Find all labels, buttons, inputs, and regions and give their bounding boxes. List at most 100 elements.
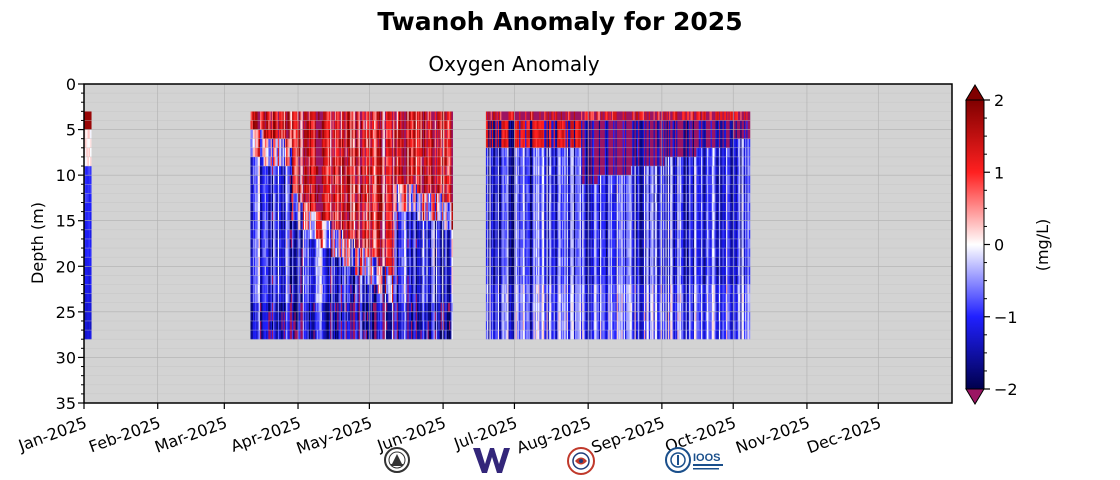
heatmap-cell [414, 138, 417, 149]
heatmap-cell [357, 229, 360, 240]
heatmap-cell [503, 175, 506, 185]
heatmap-cell [308, 311, 311, 322]
heatmap-cell [416, 156, 419, 167]
heatmap-cell [381, 229, 383, 240]
heatmap-cell [312, 330, 314, 340]
heatmap-cell [349, 257, 351, 267]
heatmap-cell [282, 330, 285, 340]
heatmap-cell [504, 129, 507, 140]
heatmap-cell [378, 311, 381, 322]
heatmap-cell [301, 120, 304, 130]
heatmap-cell [409, 111, 412, 121]
heatmap-cell [299, 129, 301, 140]
heatmap-cell [508, 166, 511, 176]
heatmap-cell [451, 193, 453, 203]
heatmap-cell [351, 175, 354, 185]
heatmap-cell [402, 166, 405, 176]
heatmap-cell [440, 266, 443, 276]
heatmap-cell [375, 156, 377, 167]
heatmap-cell [353, 166, 356, 176]
heatmap-cell [399, 257, 401, 267]
heatmap-cell [491, 175, 494, 185]
heatmap-cell [432, 238, 434, 249]
heatmap-cell [444, 293, 446, 304]
heatmap-cell [342, 257, 344, 267]
heatmap-cell [498, 147, 501, 158]
heatmap-cell [85, 129, 87, 140]
heatmap-cell [377, 120, 380, 130]
heatmap-cell [420, 138, 423, 149]
heatmap-cell [507, 120, 509, 130]
heatmap-cell [425, 293, 427, 304]
heatmap-cell [89, 120, 92, 130]
heatmap-cell [342, 302, 344, 313]
heatmap-cell [412, 220, 414, 231]
heatmap-cell [416, 111, 419, 121]
heatmap-cell [84, 238, 86, 249]
heatmap-cell [321, 111, 324, 121]
heatmap-cell [431, 257, 433, 267]
heatmap-cell [268, 166, 270, 176]
heatmap-cell [262, 248, 264, 258]
heatmap-cell [255, 320, 257, 331]
heatmap-cell [362, 293, 364, 304]
heatmap-cell [308, 248, 311, 258]
heatmap-cell [428, 257, 431, 267]
heatmap-cell [364, 275, 367, 285]
heatmap-cell [384, 156, 387, 167]
heatmap-cell [318, 129, 320, 140]
heatmap-cell [296, 248, 299, 258]
heatmap-cell [276, 111, 279, 121]
heatmap-cell [338, 320, 341, 331]
heatmap-cell [327, 293, 330, 304]
heatmap-cell [262, 184, 264, 194]
heatmap-cell [287, 320, 289, 331]
heatmap-cell [365, 129, 368, 140]
heatmap-cell [326, 284, 329, 295]
heatmap-cell [506, 193, 508, 203]
heatmap-cell [345, 211, 348, 222]
heatmap-cell [87, 211, 90, 222]
heatmap-cell [265, 238, 268, 249]
heatmap-cell [87, 193, 90, 203]
heatmap-cell [400, 202, 402, 212]
heatmap-cell [368, 166, 370, 176]
heatmap-cell [350, 293, 352, 304]
heatmap-cell [447, 156, 450, 167]
heatmap-cell [319, 156, 322, 167]
heatmap-cell [300, 220, 302, 231]
heatmap-cell [287, 120, 289, 130]
heatmap-cell [289, 166, 292, 176]
heatmap-cell [440, 120, 443, 130]
heatmap-cell [496, 275, 499, 285]
heatmap-cell [422, 166, 425, 176]
heatmap-cell [289, 330, 292, 340]
heatmap-cell [508, 211, 511, 222]
heatmap-cell [346, 229, 349, 240]
heatmap-cell [383, 111, 386, 121]
heatmap-cell [446, 166, 449, 176]
heatmap-cell [351, 129, 354, 140]
heatmap-cell [428, 175, 431, 185]
heatmap-cell [402, 257, 405, 267]
heatmap-cell [449, 138, 451, 149]
heatmap-cell [439, 175, 442, 185]
heatmap-cell [290, 248, 293, 258]
heatmap-cell [497, 275, 500, 285]
heatmap-cell [267, 202, 269, 212]
heatmap-cell [371, 238, 374, 249]
heatmap-cell [328, 111, 331, 121]
heatmap-cell [415, 166, 418, 176]
heatmap-cell [336, 238, 338, 249]
heatmap-cell [433, 120, 436, 130]
heatmap-cell [293, 129, 295, 140]
heatmap-cell [402, 147, 405, 158]
heatmap-cell [510, 193, 513, 203]
heatmap-cell [296, 293, 299, 304]
heatmap-cell [273, 211, 275, 222]
heatmap-cell [334, 229, 337, 240]
heatmap-cell [496, 129, 499, 140]
heatmap-cell [275, 266, 278, 276]
heatmap-cell [449, 166, 451, 176]
heatmap-cell [319, 202, 322, 212]
